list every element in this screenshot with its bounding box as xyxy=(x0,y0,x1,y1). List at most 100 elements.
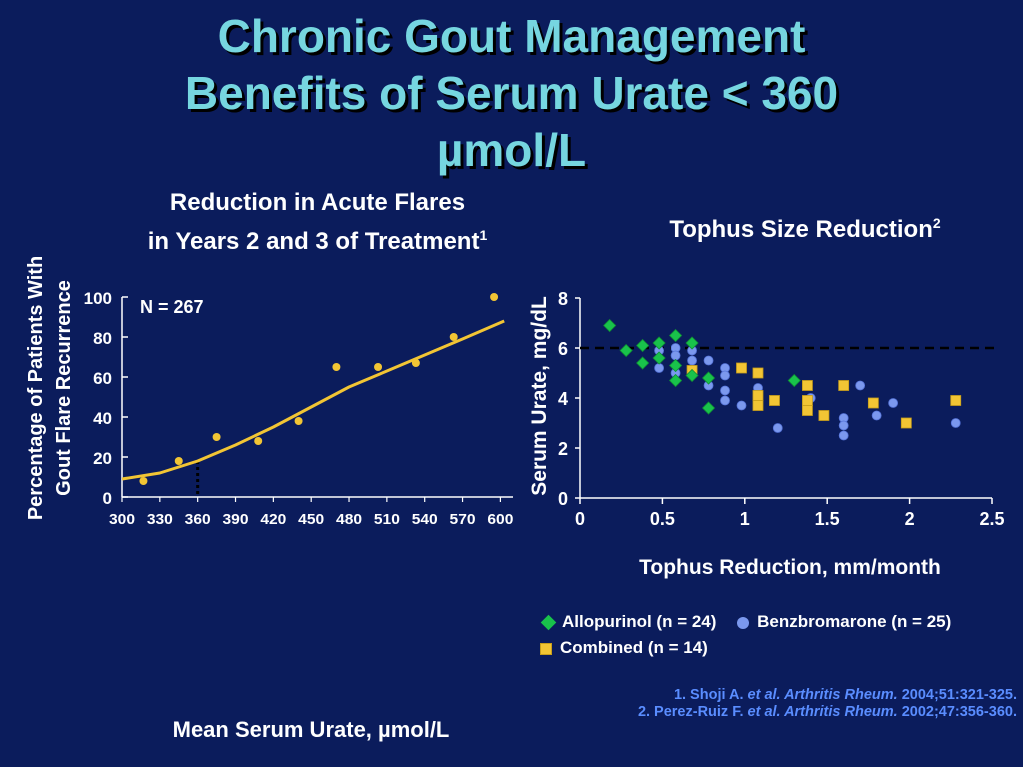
x-tick-label: 330 xyxy=(147,511,173,528)
data-point xyxy=(332,363,341,371)
x-tick-label: 450 xyxy=(298,511,324,528)
right-heading-text: Tophus Size Reduction xyxy=(669,216,933,243)
x-tick-label: 480 xyxy=(336,511,362,528)
combined-point xyxy=(818,410,830,421)
benzbromarone-point xyxy=(720,385,730,396)
combined-point xyxy=(802,405,813,416)
y-axis-title-line-2: Gout Flare Recurrence xyxy=(53,280,75,496)
combined-point xyxy=(802,395,813,406)
benzbromarone-circle-icon xyxy=(737,616,750,629)
ref1-author: 1. Shoji A. xyxy=(673,687,748,703)
x-tick-label: 0 xyxy=(575,509,585,529)
benzbromarone-point xyxy=(720,395,730,406)
left-heading-footnote: 1 xyxy=(479,227,488,243)
data-point xyxy=(411,359,420,367)
ref1-citation: 2004;51:321-325. xyxy=(897,687,1017,703)
data-point xyxy=(254,437,263,445)
data-point xyxy=(449,333,458,341)
combined-square-icon xyxy=(540,642,552,655)
references: 1. Shoji A. et al. Arthritis Rheum. 2004… xyxy=(637,687,1017,721)
benzbromarone-point xyxy=(772,423,783,433)
y-axis-title-line-1: Percentage of Patients With xyxy=(25,256,47,520)
y-tick-label: 0 xyxy=(103,489,112,508)
data-point xyxy=(212,433,221,441)
y-tick-label: 40 xyxy=(93,409,112,428)
ref2-citation: 2002;47:356-360. xyxy=(897,704,1017,720)
combined-point xyxy=(769,395,780,406)
y-tick-label: 60 xyxy=(93,369,112,388)
allopurinol-point xyxy=(787,373,801,388)
legend-combined: Combined (n = 14) xyxy=(560,638,708,657)
combined-point xyxy=(838,380,850,391)
allopurinol-point xyxy=(636,356,650,370)
y-tick-label: 4 xyxy=(558,389,568,409)
x-tick-label: 0.5 xyxy=(650,509,675,529)
y-tick-label: 8 xyxy=(558,289,568,309)
benzbromarone-point xyxy=(736,400,747,411)
allopurinol-point xyxy=(619,343,633,358)
right-heading-footnote: 2 xyxy=(932,215,941,231)
x-axis-title: Mean Serum Urate, µmol/L xyxy=(173,717,450,742)
y-tick-label: 0 xyxy=(558,489,568,509)
x-tick-label: 570 xyxy=(450,511,476,528)
x-axis-title: Tophus Reduction, mm/month xyxy=(639,556,941,579)
allopurinol-point xyxy=(669,358,683,373)
legend-allopurinol: Allopurinol (n = 24) xyxy=(562,612,717,631)
y-tick-label: 6 xyxy=(558,339,568,359)
combined-point xyxy=(752,367,764,379)
y-tick-label: 100 xyxy=(84,289,112,308)
benzbromarone-point xyxy=(670,350,681,361)
y-axis-title: Serum Urate, mg/dL xyxy=(528,296,551,496)
benzbromarone-point xyxy=(871,410,882,421)
x-tick-label: 2.5 xyxy=(979,509,1004,529)
y-tick-label: 2 xyxy=(558,439,568,459)
data-point xyxy=(490,293,499,301)
y-tick-label: 20 xyxy=(93,449,112,468)
sample-size-annotation: N = 267 xyxy=(140,297,204,317)
x-tick-label: 420 xyxy=(260,511,286,528)
data-point xyxy=(139,477,148,485)
left-heading-line-1: Reduction in Acute Flares xyxy=(169,189,466,216)
x-tick-label: 360 xyxy=(185,511,211,528)
left-heading-line-2: in Years 2 and 3 of Treatment xyxy=(147,228,480,255)
allopurinol-point xyxy=(603,318,617,333)
x-tick-label: 2 xyxy=(905,509,915,529)
legend: Allopurinol (n = 24) Benzbromarone (n = … xyxy=(540,612,951,658)
allopurinol-point xyxy=(685,368,699,383)
x-tick-label: 510 xyxy=(374,511,400,528)
benzbromarone-point xyxy=(888,398,899,408)
allopurinol-point xyxy=(652,336,666,350)
benzbromarone-point xyxy=(703,355,714,366)
x-tick-label: 390 xyxy=(223,511,249,528)
reference-1: 1. Shoji A. et al. Arthritis Rheum. 2004… xyxy=(637,687,1017,704)
allopurinol-point xyxy=(669,373,683,388)
combined-point xyxy=(752,390,764,401)
y-tick-label: 80 xyxy=(93,329,112,348)
tophus-reduction-chart: 0 2 4 6 8 0 0.5 1 1.5 2 2.5 Tophus Reduction, mm/mo… xyxy=(528,289,1005,579)
combined-point xyxy=(802,380,813,391)
allopurinol-point xyxy=(685,336,699,350)
data-point xyxy=(374,363,383,371)
title-line-2: Benefits of Serum Urate < 360 xyxy=(184,67,839,119)
allopurinol-point xyxy=(701,371,716,385)
benzbromarone-point xyxy=(720,370,730,381)
x-tick-label: 600 xyxy=(487,511,513,528)
ref2-author: 2. Perez-Ruiz F. xyxy=(637,704,748,720)
benzbromarone-point xyxy=(654,363,665,373)
right-chart-heading: Tophus Size Reduction2 xyxy=(600,215,1010,244)
slide-title: Chronic Gout Management Benefits of Seru… xyxy=(40,8,983,179)
combined-point xyxy=(752,400,764,411)
legend-benzbromarone: Benzbromarone (n = 25) xyxy=(757,612,952,631)
combined-point xyxy=(736,362,747,374)
allopurinol-point xyxy=(701,401,716,415)
left-chart-heading: Reduction in Acute Flares in Years 2 and… xyxy=(90,186,545,258)
flare-recurrence-chart: 0 20 40 60 80 100 300 330 360 390 420 450 480 510 540 5… xyxy=(25,256,513,742)
allopurinol-point xyxy=(652,351,666,365)
data-point xyxy=(294,417,303,425)
benzbromarone-point xyxy=(950,418,961,428)
allopurinol-point xyxy=(636,338,650,353)
reference-2: 2. Perez-Ruiz F. et al. Arthritis Rheum.… xyxy=(637,704,1017,721)
title-line-1: Chronic Gout Management xyxy=(217,10,806,62)
benzbromarone-point xyxy=(838,430,849,441)
